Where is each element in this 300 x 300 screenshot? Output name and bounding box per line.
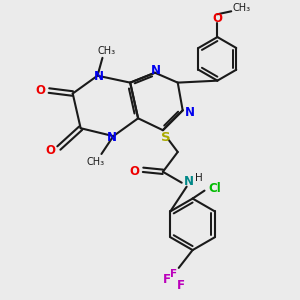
Text: O: O	[212, 12, 222, 25]
Text: F: F	[177, 279, 185, 292]
Text: O: O	[129, 165, 139, 178]
Text: F: F	[170, 269, 177, 279]
Text: H: H	[195, 173, 203, 183]
Text: CH₃: CH₃	[86, 157, 105, 167]
Text: CH₃: CH₃	[232, 3, 250, 13]
Text: O: O	[45, 145, 55, 158]
Text: N: N	[107, 130, 117, 144]
Text: N: N	[184, 106, 195, 119]
Text: F: F	[163, 273, 171, 286]
Text: N: N	[184, 175, 194, 188]
Text: S: S	[161, 130, 171, 144]
Text: Cl: Cl	[208, 182, 221, 195]
Text: N: N	[94, 70, 103, 83]
Text: CH₃: CH₃	[97, 46, 116, 56]
Text: O: O	[35, 84, 45, 97]
Text: N: N	[151, 64, 161, 77]
